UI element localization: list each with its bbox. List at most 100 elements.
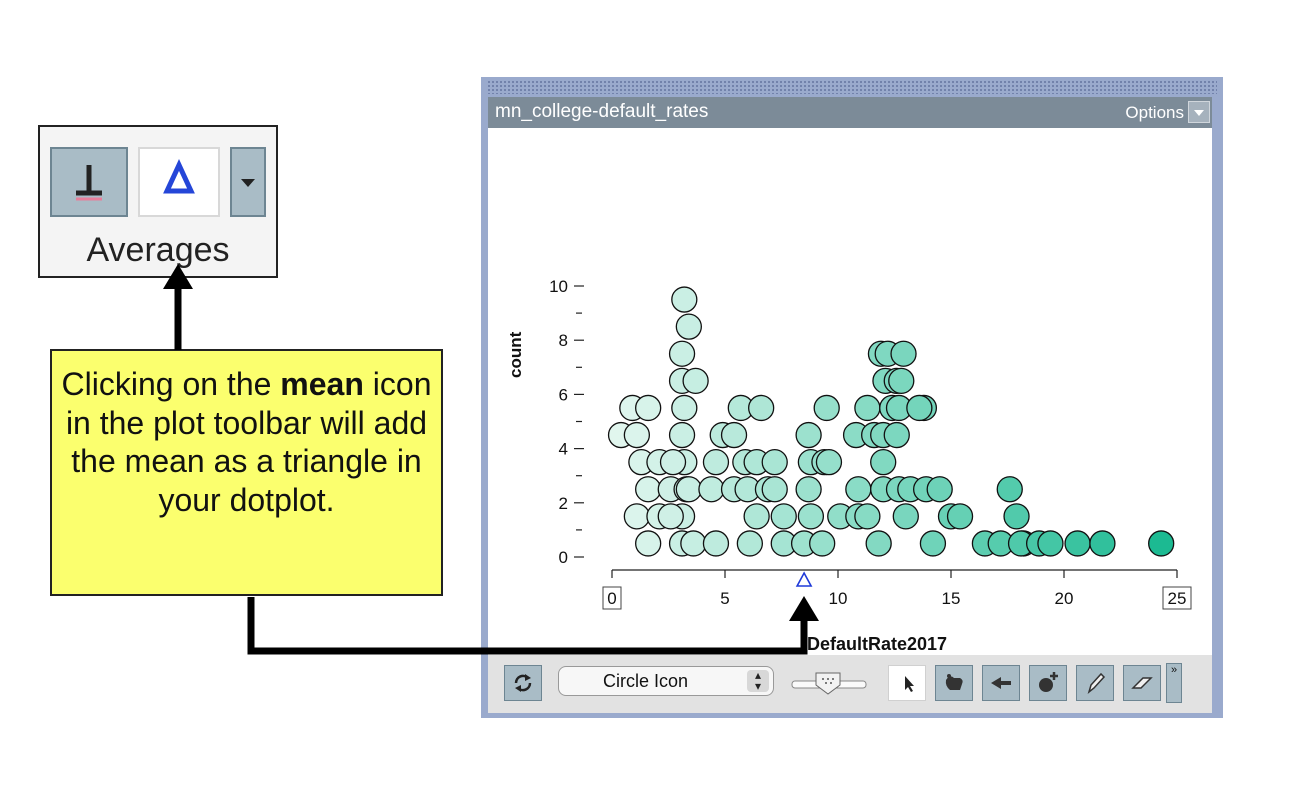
data-point: [1037, 530, 1064, 557]
data-point: [623, 421, 651, 449]
data-point: [675, 313, 702, 340]
y-tick-label: 4: [559, 440, 568, 459]
data-point: [996, 476, 1023, 503]
data-point: [1003, 503, 1030, 530]
data-point: [671, 286, 698, 313]
data-point: [635, 394, 662, 422]
options-dropdown-button[interactable]: [1188, 101, 1210, 123]
hand-pan-icon: [945, 674, 963, 690]
mean-triangle-icon: [163, 159, 195, 194]
data-point: [795, 476, 822, 503]
data-point: [736, 530, 764, 557]
draw-tool-button[interactable]: [1076, 665, 1114, 701]
note-text-before: Clicking on the: [61, 366, 281, 402]
updown-arrows-icon: ▴ ▾: [747, 669, 769, 692]
mean-triangle-marker: [795, 571, 813, 587]
data-point: [854, 503, 881, 530]
data-point: [761, 476, 788, 503]
data-point: [720, 421, 748, 449]
data-point: [892, 503, 919, 530]
averages-toolbar-callout: Averages: [38, 125, 278, 278]
data-point: [748, 394, 775, 422]
options-menu[interactable]: Options: [1125, 103, 1184, 122]
x-tick-label: 20: [1055, 589, 1074, 608]
x-tick-label: 25: [1168, 589, 1187, 608]
data-point: [919, 530, 947, 557]
data-point: [671, 394, 698, 422]
instruction-note: Clicking on the mean icon in the plot to…: [50, 349, 443, 596]
data-point: [668, 421, 696, 449]
add-point-button[interactable]: [1029, 665, 1067, 701]
data-point: [926, 476, 953, 503]
mean-button[interactable]: [138, 147, 220, 217]
note-text-after: icon in the plot toolbar will add the me…: [65, 366, 432, 518]
data-point: [813, 394, 840, 422]
data-point: [883, 421, 910, 449]
eraser-tool-button[interactable]: [1123, 665, 1161, 701]
data-point: [702, 448, 730, 476]
note-bold-term: mean: [280, 366, 364, 402]
data-point: [668, 340, 696, 367]
data-point: [659, 448, 687, 476]
x-tick-label: 5: [720, 589, 729, 608]
data-point: [906, 394, 933, 422]
data-point: [809, 530, 836, 557]
graph-window[interactable]: mn_college-default_rates Options 0 2 4 6 8 10…: [481, 77, 1223, 718]
pencil-icon: [1087, 672, 1106, 695]
data-point: [865, 530, 892, 557]
y-tick-label: 6: [559, 385, 568, 404]
back-arrow-icon: [991, 677, 1011, 689]
data-point: [761, 448, 788, 476]
data-point: [797, 503, 825, 530]
plot-toolbar: Circle Icon ▴ ▾: [488, 655, 1212, 713]
point-size-slider[interactable]: [790, 667, 870, 701]
eraser-icon: [1131, 677, 1153, 689]
data-point: [770, 503, 797, 530]
point-style-value: Circle Icon: [603, 671, 689, 691]
averages-dropdown-button[interactable]: [230, 147, 266, 217]
x-tick-label: 15: [942, 589, 961, 608]
x-range-bound-box: [1162, 586, 1192, 610]
arrow-to-mean-marker: [247, 596, 819, 655]
refresh-button[interactable]: [504, 665, 542, 701]
median-icon: [76, 165, 102, 201]
data-point: [795, 421, 822, 449]
more-tools-button[interactable]: »: [1166, 663, 1182, 703]
x-tick-label: 0: [607, 589, 616, 608]
plot-area[interactable]: 0 2 4 6 8 10 0 5 10 15 20 25 count DefaultRate2017: [488, 128, 1212, 655]
chevron-down-icon: [241, 179, 255, 187]
x-axis-label: DefaultRate2017: [807, 634, 948, 654]
data-point: [657, 503, 684, 530]
window-title: mn_college-default_rates: [495, 101, 709, 122]
data-point: [743, 503, 770, 530]
back-tool-button[interactable]: [982, 665, 1020, 701]
median-button[interactable]: [50, 147, 128, 217]
averages-label: Averages: [86, 231, 230, 269]
point-style-select[interactable]: Circle Icon ▴ ▾: [558, 666, 774, 696]
refresh-icon: [514, 674, 532, 692]
x-range-bound-box: [602, 586, 622, 610]
window-drag-handle[interactable]: [487, 80, 1217, 94]
arrow-cursor-icon: [905, 676, 914, 692]
select-tool-button[interactable]: [888, 665, 926, 701]
data-point: [1148, 530, 1175, 557]
dotplot[interactable]: 0 2 4 6 8 10 0 5 10 15 20 25: [488, 128, 1212, 655]
y-tick-label: 10: [549, 277, 568, 296]
y-tick-label: 0: [559, 548, 568, 567]
data-point: [702, 530, 730, 557]
add-point-icon: [1039, 672, 1058, 692]
y-tick-label: 2: [559, 494, 568, 513]
x-tick-label: 10: [829, 589, 848, 608]
window-titlebar[interactable]: mn_college-default_rates Options: [488, 97, 1212, 128]
arrow-to-averages-toolbar: [163, 264, 193, 350]
chevron-down-icon: [1194, 110, 1204, 116]
y-tick-label: 8: [559, 331, 568, 350]
pan-tool-button[interactable]: [935, 665, 973, 701]
data-point: [946, 503, 974, 530]
data-point: [870, 448, 897, 476]
data-point: [890, 340, 917, 367]
data-point: [888, 367, 915, 395]
data-point: [1089, 530, 1116, 557]
data-point: [682, 367, 709, 395]
